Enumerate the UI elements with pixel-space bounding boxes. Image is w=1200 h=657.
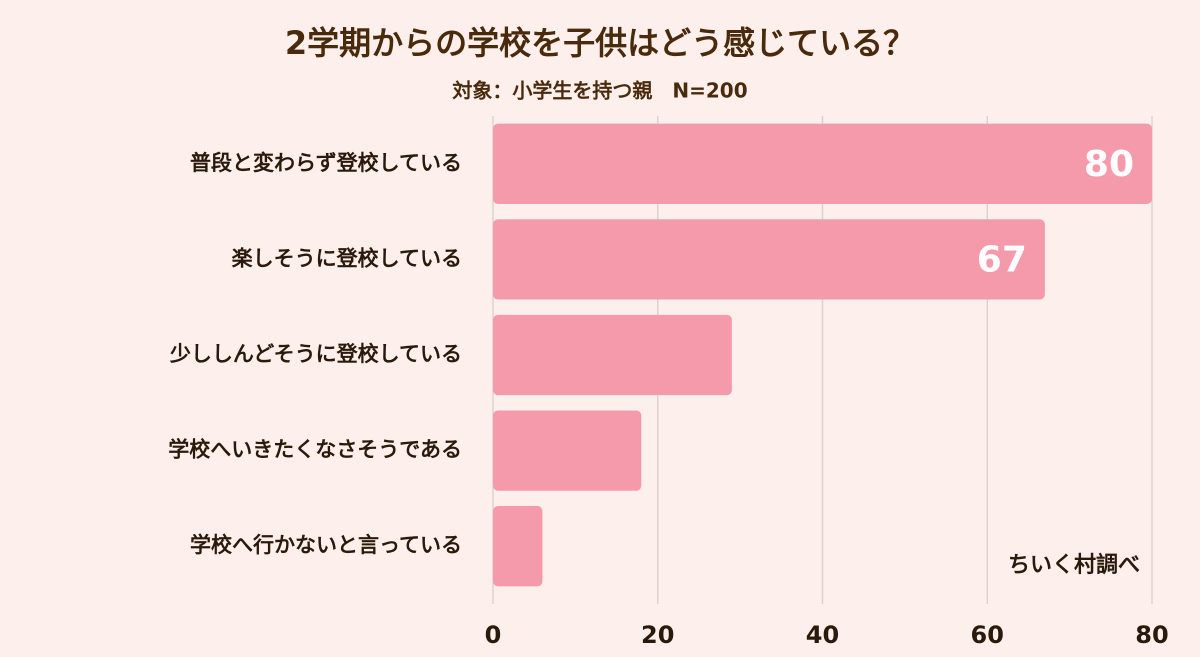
y-tick-label: 楽しそうに登校している <box>232 246 462 270</box>
x-tick-label: 60 <box>971 621 1004 649</box>
chart-subtitle: 対象：小学生を持つ親 N=200 <box>451 79 747 103</box>
value-label: 80 <box>1084 144 1134 185</box>
x-tick-label: 40 <box>806 621 839 649</box>
y-tick-label: 少ししんどそうに登校している <box>169 342 462 366</box>
bar <box>493 506 543 587</box>
bar <box>493 314 732 396</box>
x-tick-label: 80 <box>1135 621 1168 649</box>
bar <box>493 219 1045 300</box>
value-label: 67 <box>977 239 1027 280</box>
y-tick-label: 学校へ行かないと言っている <box>190 533 462 557</box>
y-tick-label: 普段と変わらず登校している <box>190 151 462 175</box>
bar <box>493 123 1152 204</box>
source: ちいく村調べ <box>1008 552 1140 578</box>
y-tick-label: 学校へいきたくなさそうである <box>168 438 462 462</box>
chart-title: 2学期からの学校を子供はどう感じている？ <box>285 24 915 62</box>
x-tick-label: 0 <box>485 621 502 649</box>
x-tick-label: 20 <box>641 621 674 649</box>
bar <box>493 410 642 491</box>
